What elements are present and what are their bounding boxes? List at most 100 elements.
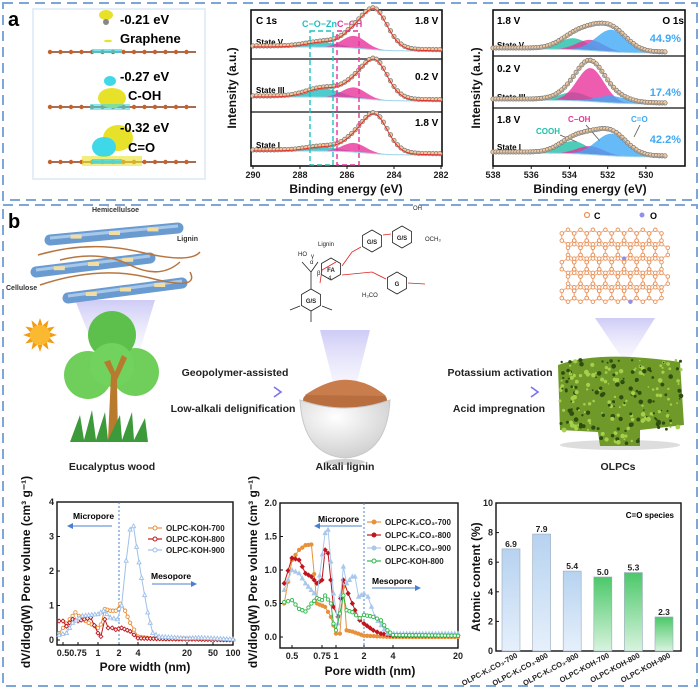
pore <box>652 412 656 415</box>
aromatic-ring <box>387 271 407 295</box>
data-point <box>325 526 331 532</box>
bowl-of-lignin-powder-icon <box>299 379 391 465</box>
charge-density-illustration <box>47 10 196 166</box>
data-point <box>337 611 343 616</box>
pore <box>636 417 641 422</box>
step1-label-bottom: Low-alkali delignification <box>171 403 296 415</box>
x-tick-label: 4 <box>135 648 140 658</box>
pore <box>587 418 592 423</box>
porous-carbon-block-icon <box>558 356 684 450</box>
step2-arrowhead-icon <box>530 386 540 398</box>
pore1-y-axis-label: dV/dlog(W) Pore volume (cm³ g⁻¹) <box>19 476 33 668</box>
data-point <box>398 91 404 97</box>
carbon-atom <box>590 241 596 247</box>
data-point <box>214 635 221 641</box>
carbon-atom <box>565 241 571 247</box>
carbon-atom <box>621 267 627 272</box>
carbon-atom <box>571 288 577 294</box>
x-tick-label: 534 <box>562 170 577 180</box>
carbon-atom <box>565 274 571 279</box>
data-point <box>86 620 91 625</box>
pore <box>642 409 645 411</box>
carbon-atom <box>578 256 583 261</box>
y-tick-label: 6 <box>488 557 493 567</box>
pore <box>664 393 668 397</box>
dft-energy-coh: -0.27 eV <box>120 69 169 84</box>
data-point <box>319 597 325 603</box>
carbon-atom <box>590 274 596 279</box>
data-point <box>223 635 230 641</box>
fit-envelope <box>253 58 441 102</box>
carbon-atom <box>596 259 602 265</box>
data-point <box>109 625 115 631</box>
carbon-atom <box>659 241 664 247</box>
pore <box>647 399 653 404</box>
lignin-strand <box>59 255 181 273</box>
pore2-micropore-label: Micropore <box>318 514 359 524</box>
carbon-atom <box>653 281 658 286</box>
carbon-atom <box>590 281 596 286</box>
carbon-atom <box>163 104 168 110</box>
dft-label-graphene: Graphene <box>120 31 181 46</box>
carbon-atom <box>131 104 137 110</box>
data-point <box>102 616 108 622</box>
data-point <box>311 577 317 583</box>
pore <box>618 369 624 374</box>
pore <box>662 361 665 364</box>
data-point <box>296 557 302 563</box>
data-point <box>150 629 156 636</box>
carbon-atom <box>665 281 671 286</box>
carbon-atom <box>646 238 652 243</box>
data-point <box>282 600 287 605</box>
carbon-atom <box>131 49 137 55</box>
data-point <box>367 625 373 631</box>
carbon-atom <box>578 270 583 276</box>
hemicellulose-segment <box>120 287 131 292</box>
lignin-link-label: Lignin <box>318 242 334 248</box>
carbon-atom <box>578 241 583 247</box>
y-tick-label: 2 <box>49 566 54 576</box>
bar <box>532 533 551 652</box>
pore <box>624 441 629 446</box>
data-point <box>63 623 70 629</box>
pore <box>667 397 670 401</box>
hemicellulose-segment <box>53 266 65 271</box>
pore <box>675 367 680 371</box>
data-point <box>455 633 461 638</box>
charge-lobe <box>104 76 116 86</box>
carbon-atom <box>571 231 577 236</box>
data-point <box>306 605 311 610</box>
carbon-atom <box>628 227 633 233</box>
data-point <box>371 614 376 620</box>
carbon-atom <box>163 49 168 55</box>
x-tick-label: 1 <box>95 648 100 658</box>
cellulose-fibers <box>30 222 201 304</box>
pore <box>562 376 565 380</box>
data-point <box>368 603 375 609</box>
data-point <box>345 134 351 140</box>
data-point <box>361 620 367 627</box>
data-point <box>227 636 233 642</box>
pore <box>667 387 670 391</box>
data-point <box>123 557 129 563</box>
x-tick-label: 0.5 <box>57 648 70 658</box>
carbon-atom <box>628 274 633 279</box>
carbon-atom <box>615 270 621 276</box>
carbon-atom <box>47 104 53 110</box>
carbon-atom <box>603 299 608 304</box>
carbon-atom <box>79 104 84 110</box>
carbon-atom <box>628 281 633 286</box>
data-point <box>311 590 317 596</box>
pore <box>637 390 642 395</box>
data-point <box>353 613 359 618</box>
pore1-mesopore-label: Mesopore <box>151 571 191 581</box>
x-tick-label: 100 <box>225 648 240 658</box>
legend-carbon-label: C <box>594 211 601 221</box>
pore <box>594 372 597 375</box>
pore <box>649 412 653 416</box>
carbon-atom <box>615 256 621 261</box>
x-tick-label: 20 <box>453 651 463 661</box>
pore <box>655 387 659 391</box>
pore2-x-axis-label: Pore width (nm) <box>325 664 416 678</box>
pore <box>571 400 575 404</box>
